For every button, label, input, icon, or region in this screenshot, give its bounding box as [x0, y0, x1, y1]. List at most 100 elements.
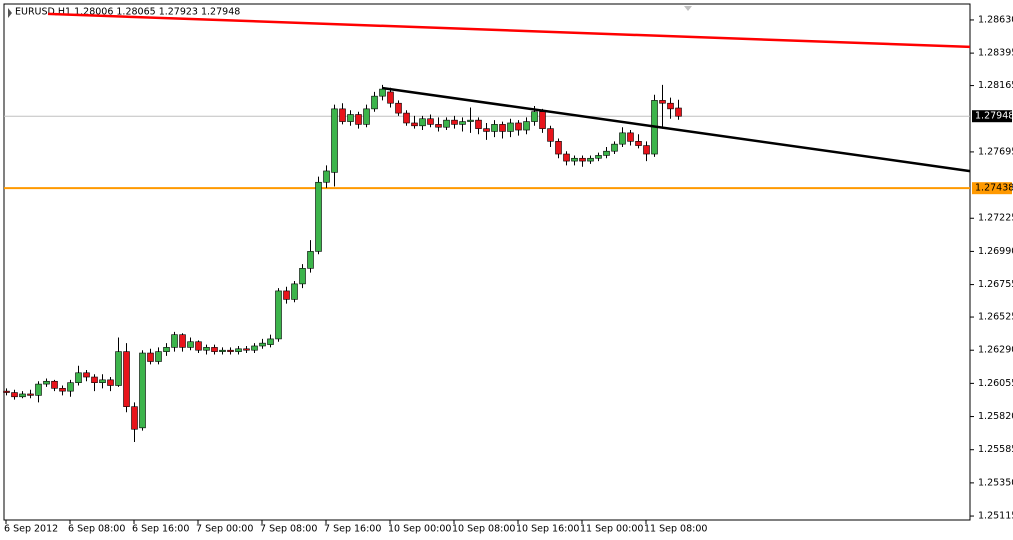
candle-body	[619, 132, 626, 145]
candle-body	[59, 388, 66, 392]
x-tick-label: 6 Sep 2012	[4, 524, 58, 535]
candle-body	[539, 111, 546, 129]
candle-body	[435, 124, 442, 128]
chart-title: EURUSD,H1 1.28006 1.28065 1.27923 1.2794…	[15, 7, 240, 18]
level-price-box	[972, 182, 1012, 195]
y-tick-label: 1.26055	[978, 378, 1013, 389]
candle-body	[19, 393, 26, 398]
candle-body	[123, 351, 130, 407]
candle-body	[603, 150, 610, 156]
candle-body	[363, 108, 370, 125]
candle-body	[395, 102, 402, 114]
y-tick-label: 1.25585	[978, 444, 1013, 455]
candle-body	[227, 349, 234, 352]
candle-body	[75, 372, 82, 383]
symbol-icon	[8, 8, 12, 18]
y-tick-label: 1.26990	[978, 246, 1013, 257]
trendline	[47, 12, 971, 49]
candle-body	[475, 119, 482, 129]
candle-body	[331, 108, 338, 173]
x-tick-label: 11 Sep 08:00	[644, 524, 707, 535]
level-price-label: 1.27438	[975, 183, 1013, 194]
candle-body	[387, 91, 394, 104]
x-tick-label: 6 Sep 08:00	[68, 524, 125, 535]
y-tick-label: 1.28395	[978, 48, 1013, 59]
candle-body	[579, 157, 586, 162]
candle-body	[459, 121, 466, 125]
shift-marker	[684, 6, 692, 11]
candle-body	[323, 170, 330, 183]
candle-body	[595, 155, 602, 159]
candle-body	[491, 124, 498, 132]
candle-body	[115, 351, 122, 386]
candle-body	[51, 380, 58, 389]
candle-body	[339, 108, 346, 122]
candle-body	[587, 157, 594, 162]
candle-body	[531, 111, 538, 122]
candle-body	[499, 124, 506, 132]
bid-price-box	[972, 110, 1012, 123]
y-tick-label: 1.26755	[978, 279, 1013, 290]
y-tick-label: 1.25115	[978, 511, 1013, 522]
candle-body	[35, 383, 42, 396]
y-tick-label: 1.26290	[978, 345, 1013, 356]
candle-body	[107, 379, 114, 386]
candle-body	[203, 347, 210, 351]
candle-body	[3, 390, 10, 393]
candle-body	[483, 128, 490, 132]
y-tick-label: 1.28165	[978, 80, 1013, 91]
candle-body	[419, 118, 426, 127]
candle-body	[283, 290, 290, 300]
candle-body	[179, 334, 186, 348]
candle-body	[299, 268, 306, 285]
candle-body	[643, 145, 650, 155]
bid-price-label: 1.27948	[975, 111, 1013, 122]
x-tick-label: 11 Sep 00:00	[580, 524, 643, 535]
candle-body	[611, 143, 618, 152]
y-tick-label: 1.28630	[978, 14, 1013, 25]
candle-body	[235, 348, 242, 352]
candle-body	[43, 380, 50, 385]
x-tick-label: 7 Sep 00:00	[196, 524, 253, 535]
candle-body	[555, 141, 562, 155]
candle-body	[667, 102, 674, 110]
candle-body	[403, 112, 410, 124]
candle-body	[427, 118, 434, 125]
candle-body	[99, 379, 106, 383]
candle-body	[291, 283, 298, 300]
candle-body	[507, 122, 514, 132]
candle-body	[547, 128, 554, 142]
plot-frame	[3, 3, 971, 521]
y-tick-label: 1.26525	[978, 312, 1013, 323]
y-tick-label: 1.25820	[978, 411, 1013, 422]
candle-body	[371, 95, 378, 110]
y-tick-label: 1.27225	[978, 213, 1013, 224]
candle-body	[467, 119, 474, 122]
candle-body	[355, 114, 362, 125]
candle-body	[411, 122, 418, 127]
candle-body	[515, 122, 522, 131]
candle-body	[171, 334, 178, 348]
candle-body	[259, 342, 266, 347]
candle-body	[659, 100, 666, 104]
x-tick-label: 7 Sep 08:00	[260, 524, 317, 535]
candle-body	[91, 376, 98, 383]
candle-body	[27, 393, 34, 396]
x-tick-label: 7 Sep 16:00	[324, 524, 381, 535]
candle-body	[251, 345, 258, 351]
candle-body	[635, 141, 642, 146]
candle-body	[219, 349, 226, 352]
candle-body	[11, 392, 18, 398]
candle-body	[267, 338, 274, 345]
trendline	[381, 86, 971, 173]
candle-body	[307, 251, 314, 269]
candle-body	[443, 119, 450, 128]
y-tick-label: 1.27695	[978, 146, 1013, 157]
candle-body	[155, 351, 162, 362]
candle-body	[627, 132, 634, 142]
candle-body	[83, 372, 90, 378]
candle-body	[187, 341, 194, 348]
x-tick-label: 10 Sep 00:00	[388, 524, 451, 535]
candle-body	[131, 406, 138, 430]
